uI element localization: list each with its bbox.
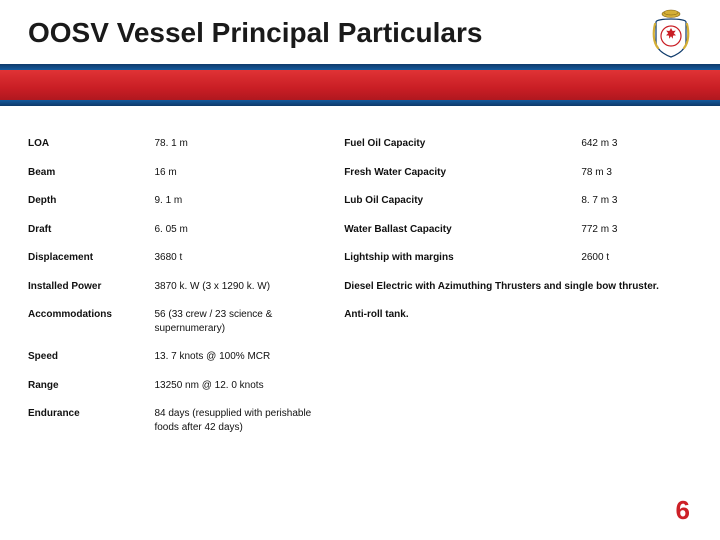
spec-value: 3680 t <box>154 244 344 273</box>
spec-label-right: Water Ballast Capacity <box>344 216 581 245</box>
page-number: 6 <box>676 495 690 526</box>
content-area: LOA78. 1 mFuel Oil Capacity642 m 3Beam16… <box>0 106 720 442</box>
spec-label-right: Lub Oil Capacity <box>344 187 581 216</box>
table-row: Endurance84 days (resupplied with perish… <box>28 400 692 442</box>
title-bar: OOSV Vessel Principal Particulars <box>0 0 720 64</box>
spec-label: Range <box>28 372 154 401</box>
spec-label-right: Fresh Water Capacity <box>344 159 581 188</box>
spec-label-right <box>344 372 692 401</box>
spec-label-right: Anti-roll tank. <box>344 301 692 343</box>
spec-label: Endurance <box>28 400 154 442</box>
spec-label: Speed <box>28 343 154 372</box>
spec-label: Beam <box>28 159 154 188</box>
spec-table: LOA78. 1 mFuel Oil Capacity642 m 3Beam16… <box>28 130 692 442</box>
spec-value-right: 772 m 3 <box>581 216 692 245</box>
spec-value: 3870 k. W (3 x 1290 k. W) <box>154 273 344 302</box>
spec-label: Displacement <box>28 244 154 273</box>
spec-value: 13250 nm @ 12. 0 knots <box>154 372 344 401</box>
spec-label: Depth <box>28 187 154 216</box>
table-row: Displacement3680 tLightship with margins… <box>28 244 692 273</box>
spec-label: Accommodations <box>28 301 154 343</box>
spec-value: 9. 1 m <box>154 187 344 216</box>
spec-value-right: 78 m 3 <box>581 159 692 188</box>
spec-value: 56 (33 crew / 23 science & supernumerary… <box>154 301 344 343</box>
spec-label-right <box>344 400 692 442</box>
table-row: LOA78. 1 mFuel Oil Capacity642 m 3 <box>28 130 692 159</box>
table-row: Beam16 mFresh Water Capacity78 m 3 <box>28 159 692 188</box>
table-row: Depth9. 1 mLub Oil Capacity8. 7 m 3 <box>28 187 692 216</box>
table-row: Speed13. 7 knots @ 100% MCR <box>28 343 692 372</box>
spec-value-right: 2600 t <box>581 244 692 273</box>
spec-value: 78. 1 m <box>154 130 344 159</box>
spec-label-right: Fuel Oil Capacity <box>344 130 581 159</box>
table-row: Draft6. 05 mWater Ballast Capacity772 m … <box>28 216 692 245</box>
table-row: Installed Power3870 k. W (3 x 1290 k. W)… <box>28 273 692 302</box>
spec-label: LOA <box>28 130 154 159</box>
spec-label-right: Lightship with margins <box>344 244 581 273</box>
header-band <box>0 64 720 106</box>
table-row: Accommodations56 (33 crew / 23 science &… <box>28 301 692 343</box>
crest-logo <box>650 8 692 58</box>
spec-label-right <box>344 343 692 372</box>
spec-value-right: 8. 7 m 3 <box>581 187 692 216</box>
spec-value: 84 days (resupplied with perishable food… <box>154 400 344 442</box>
spec-value: 16 m <box>154 159 344 188</box>
spec-label-right: Diesel Electric with Azimuthing Thruster… <box>344 273 692 302</box>
table-row: Range13250 nm @ 12. 0 knots <box>28 372 692 401</box>
spec-value: 6. 05 m <box>154 216 344 245</box>
spec-value-right: 642 m 3 <box>581 130 692 159</box>
spec-label: Installed Power <box>28 273 154 302</box>
spec-label: Draft <box>28 216 154 245</box>
spec-value: 13. 7 knots @ 100% MCR <box>154 343 344 372</box>
page-title: OOSV Vessel Principal Particulars <box>28 17 644 49</box>
